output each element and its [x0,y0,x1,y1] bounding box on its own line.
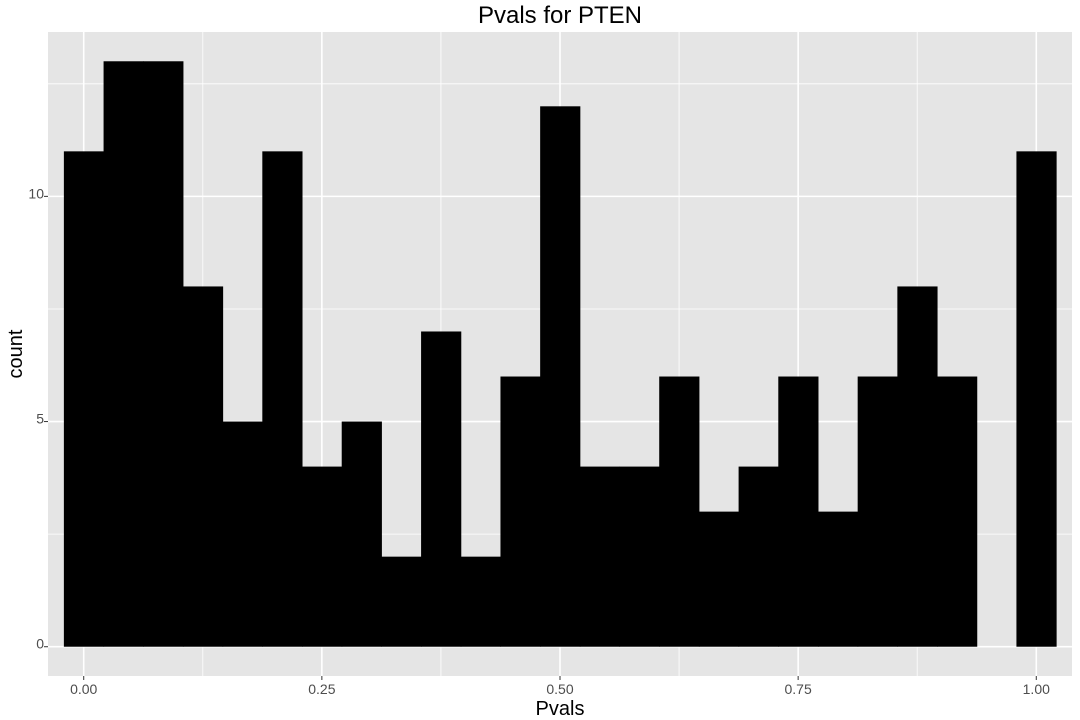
x-tick-label: 1.00 [1023,681,1050,697]
histogram-bar [421,331,462,647]
histogram-bar [182,286,224,647]
histogram-bar [381,556,422,647]
histogram-bar [143,61,184,647]
x-axis-ticks: 0.00 0.25 0.50 0.75 1.00 [70,676,1050,697]
histogram-bars [63,61,1057,647]
y-axis-ticks: 0 5 10 [28,185,48,652]
x-axis-title: Pvals [536,698,585,720]
histogram-bar [579,466,621,647]
histogram-bar [738,466,779,647]
histogram-bar [460,556,501,647]
histogram-bar [659,376,700,647]
x-tick-label: 0.75 [785,681,812,697]
histogram-bar [302,466,343,647]
histogram-bar [619,466,660,647]
histogram-bar [937,376,978,647]
histogram-bar [698,511,740,647]
histogram-bar [262,151,303,647]
histogram-bar [1016,151,1057,647]
histogram-bar [103,61,144,647]
histogram-bar [341,421,382,647]
histogram-bar [778,376,819,647]
y-tick-label: 0 [36,636,44,652]
histogram-bar [897,286,938,647]
histogram-bar [222,421,263,647]
y-axis-title: count [5,329,27,378]
y-tick-label: 10 [28,185,44,201]
histogram-bar [500,376,541,647]
x-tick-label: 0.50 [546,681,573,697]
histogram-bar [857,376,898,647]
x-tick-label: 0.00 [70,681,97,697]
y-tick-label: 5 [36,411,44,427]
histogram-bar [817,511,859,647]
chart-title: Pvals for PTEN [478,2,642,29]
x-tick-label: 0.25 [308,681,335,697]
histogram-bar [63,151,105,647]
histogram-bar [540,106,581,647]
